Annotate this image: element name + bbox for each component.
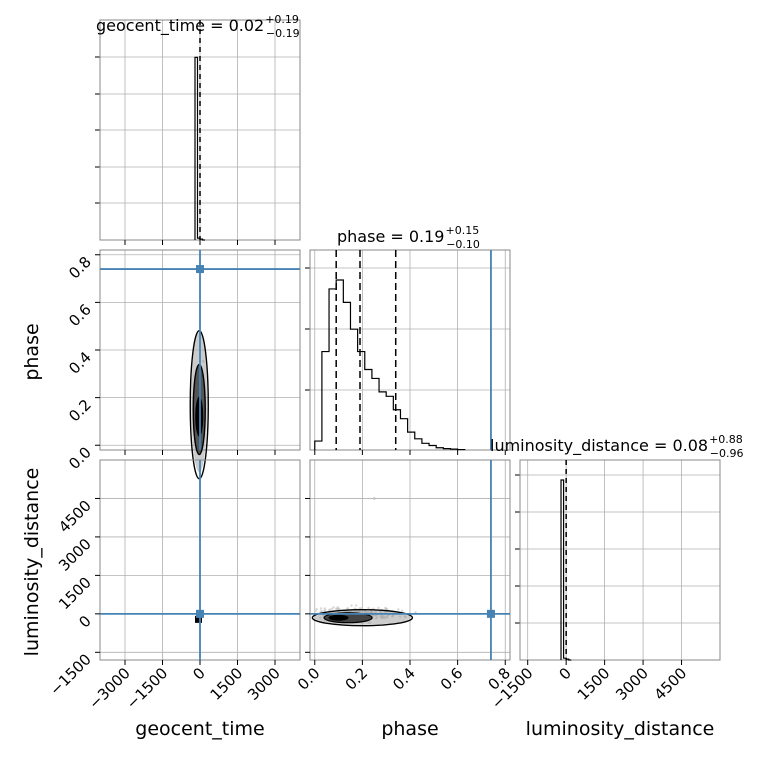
scatter-point <box>314 609 317 613</box>
x-tick-label: 1500 <box>574 664 614 704</box>
scatter-point <box>319 607 323 610</box>
scatter-point <box>354 604 358 607</box>
x-tick-label: −3000 <box>85 664 134 713</box>
y-tick-label: 0.4 <box>65 348 95 378</box>
x-tick-label: −1500 <box>123 664 172 713</box>
histogram-step <box>314 279 466 451</box>
y-tick-label: 1500 <box>55 573 95 613</box>
x-tick-label: 0 <box>556 664 575 683</box>
x-tick-label: 0 <box>189 664 208 683</box>
xlabel-geocent-time: geocent_time <box>135 718 264 740</box>
x-tick-label: 0.6 <box>437 664 467 694</box>
y-tick-label: 4500 <box>55 497 95 537</box>
scatter-point <box>330 607 333 611</box>
scatter-point <box>328 609 331 612</box>
x-tick-label: 1500 <box>207 664 247 704</box>
scatter-point <box>350 604 353 607</box>
x-tick-label: 0.4 <box>389 664 419 694</box>
x-tick-label: 3000 <box>612 664 652 704</box>
scatter-point <box>323 608 327 612</box>
x-tick-label: 0.0 <box>294 664 324 694</box>
y-tick-label: −1500 <box>46 650 95 699</box>
panel-frame <box>519 459 721 661</box>
x-tick-label: 4500 <box>651 664 691 704</box>
x-tick-label: 0.2 <box>342 664 372 694</box>
scatter-point <box>336 606 339 609</box>
y-tick-label: 0.6 <box>65 300 95 330</box>
x-tick-label: 3000 <box>244 664 284 704</box>
scatter-point <box>414 611 417 614</box>
contour-line <box>311 608 414 627</box>
scatter-point <box>367 606 370 610</box>
scatter-point <box>400 609 404 612</box>
injection-marker <box>486 609 495 618</box>
y-tick-label: 0 <box>75 612 94 631</box>
panel-phase-hist <box>305 249 511 455</box>
scatter-point <box>332 606 335 609</box>
ylabel-phase: phase <box>21 323 43 380</box>
scatter-point <box>377 606 380 610</box>
scatter-point <box>320 609 323 613</box>
scatter-point <box>315 607 318 611</box>
title-phase: phase = 0.19+0.15 −0.10 <box>337 224 480 251</box>
xlabel-luminosity-distance: luminosity_distance <box>526 718 715 740</box>
injection-marker <box>196 265 204 274</box>
title-luminosity-distance: luminosity_distance = 0.08+0.88 −0.96 <box>490 433 744 460</box>
y-tick-label: 0.2 <box>65 396 95 426</box>
ylabel-luminosity-distance: luminosity_distance <box>21 468 43 657</box>
xlabel-phase: phase <box>381 718 438 740</box>
y-tick-label: 3000 <box>55 535 95 575</box>
scatter-point <box>372 497 376 500</box>
contour-core <box>328 614 349 621</box>
scatter-point <box>397 608 400 611</box>
title-geocent-time: geocent_time = 0.02+0.19 −0.19 <box>96 13 300 40</box>
scatter-point <box>346 607 350 610</box>
y-tick-label: 0.0 <box>65 443 95 473</box>
panel-luminosity-distance-vs-phase: 0.0 0.2 0.4 0.6 0.8 <box>294 459 514 694</box>
panel-geocent-time-hist <box>95 19 301 245</box>
injection-marker <box>196 609 204 618</box>
contour-core <box>195 615 202 623</box>
scatter-point <box>384 607 388 610</box>
panel-phase-vs-geocent-time: 0.0 0.2 0.4 0.6 0.8 <box>65 249 301 480</box>
y-tick-label: 0.8 <box>65 253 95 283</box>
